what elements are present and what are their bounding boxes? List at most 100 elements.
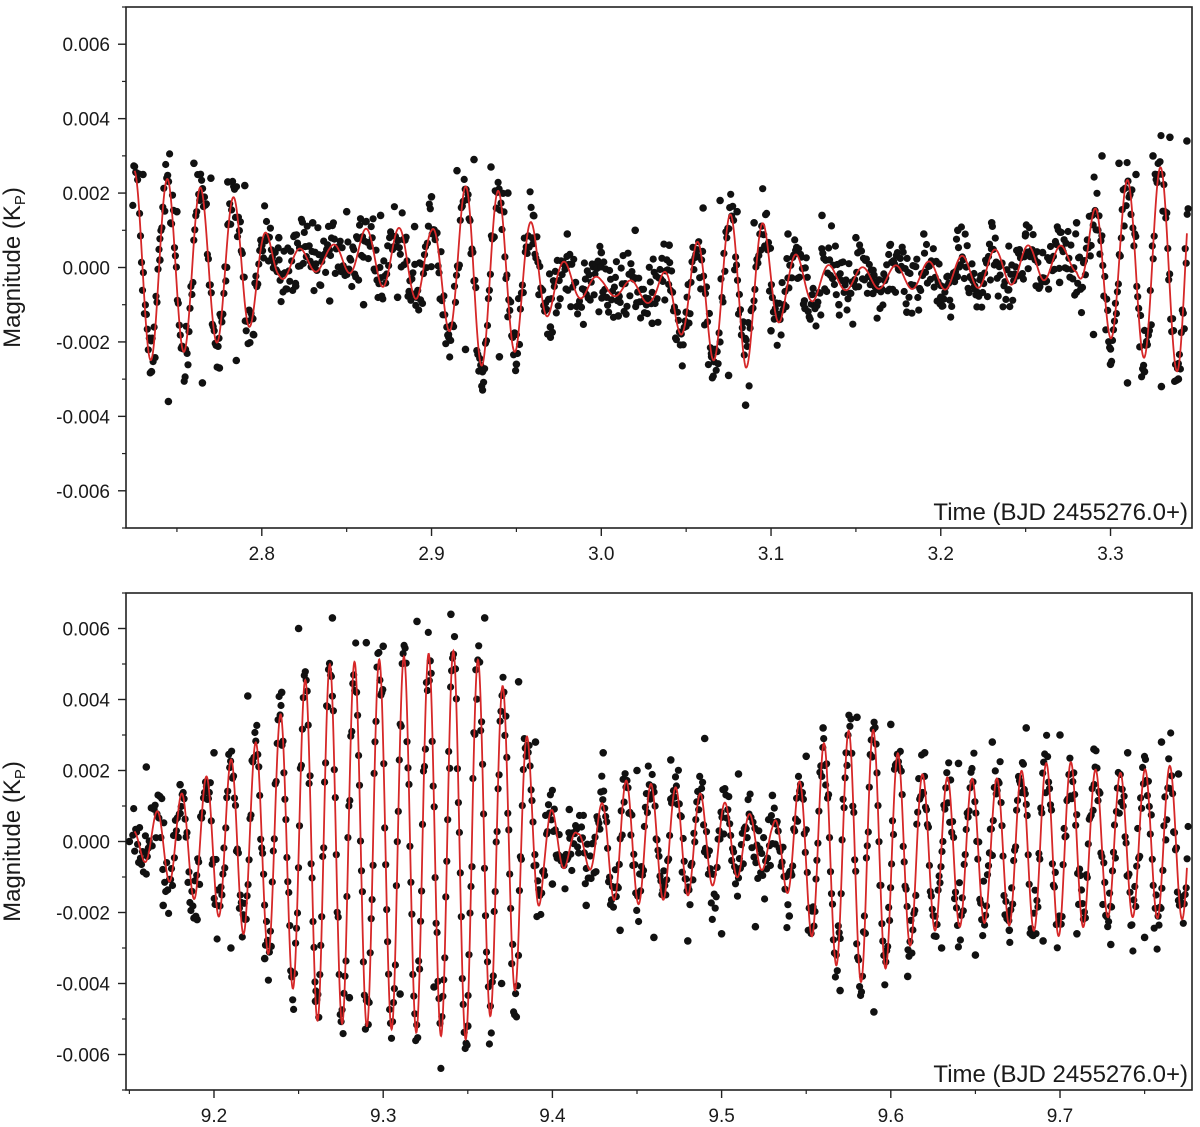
data-point bbox=[785, 912, 794, 920]
data-point bbox=[1140, 367, 1149, 376]
data-point bbox=[738, 324, 746, 332]
data-point bbox=[604, 301, 612, 309]
data-point bbox=[142, 310, 150, 319]
data-point bbox=[742, 336, 750, 344]
data-point bbox=[241, 181, 249, 190]
data-point bbox=[643, 310, 652, 318]
data-point bbox=[221, 864, 229, 872]
data-point bbox=[207, 174, 215, 182]
data-point bbox=[342, 207, 351, 216]
data-point bbox=[987, 219, 996, 227]
data-point bbox=[252, 737, 260, 745]
data-point bbox=[852, 233, 860, 242]
data-point bbox=[1090, 173, 1098, 181]
data-point bbox=[579, 811, 588, 820]
data-point bbox=[628, 811, 636, 819]
data-point bbox=[1073, 930, 1081, 938]
data-point bbox=[461, 345, 470, 354]
data-point bbox=[129, 201, 137, 209]
data-point bbox=[166, 150, 174, 158]
data-point bbox=[685, 319, 693, 327]
data-point bbox=[988, 738, 997, 746]
x-tick-label: 3.1 bbox=[758, 544, 784, 565]
data-point bbox=[376, 263, 384, 271]
data-point bbox=[953, 273, 962, 281]
data-point bbox=[783, 924, 791, 932]
data-point bbox=[627, 260, 635, 268]
data-point bbox=[649, 255, 657, 263]
data-point bbox=[527, 203, 535, 211]
data-point bbox=[970, 749, 978, 757]
data-point bbox=[744, 319, 752, 327]
data-point bbox=[426, 205, 434, 213]
data-point bbox=[198, 379, 207, 387]
data-point bbox=[164, 886, 172, 894]
data-point bbox=[766, 861, 775, 870]
data-point bbox=[1184, 822, 1192, 831]
data-point bbox=[628, 268, 636, 276]
data-point bbox=[954, 226, 962, 235]
data-point bbox=[758, 849, 766, 858]
data-point bbox=[960, 274, 968, 283]
data-point bbox=[1127, 210, 1135, 218]
data-point bbox=[131, 847, 139, 855]
data-point bbox=[937, 944, 946, 952]
data-point bbox=[865, 260, 873, 269]
data-point bbox=[682, 875, 690, 883]
data-point bbox=[249, 330, 258, 339]
data-point bbox=[808, 291, 816, 299]
data-point bbox=[956, 936, 965, 944]
data-point bbox=[356, 221, 364, 229]
data-point bbox=[839, 258, 847, 266]
data-point bbox=[648, 288, 656, 296]
data-point bbox=[1149, 152, 1157, 160]
data-point bbox=[1074, 279, 1082, 287]
data-point bbox=[257, 835, 265, 843]
data-point bbox=[978, 303, 986, 311]
data-point bbox=[375, 648, 383, 657]
data-point bbox=[1184, 205, 1192, 213]
y-tick-label: 0.000 bbox=[62, 259, 110, 280]
data-point bbox=[913, 255, 921, 263]
x-tick-label: 2.9 bbox=[418, 544, 444, 565]
data-point bbox=[626, 292, 634, 300]
data-point bbox=[532, 861, 540, 869]
data-point bbox=[1098, 152, 1106, 160]
data-point bbox=[415, 306, 423, 314]
data-point bbox=[300, 228, 308, 236]
data-point bbox=[173, 207, 181, 216]
data-point bbox=[131, 162, 139, 171]
fit-curve bbox=[133, 648, 1188, 1042]
x-axis-title: Time (BJD 2455276.0+) bbox=[933, 1061, 1188, 1088]
data-point bbox=[833, 967, 841, 975]
data-point bbox=[580, 259, 589, 267]
data-point bbox=[984, 862, 993, 870]
data-point bbox=[1004, 286, 1013, 294]
data-point bbox=[826, 256, 834, 264]
data-point bbox=[294, 624, 303, 633]
data-point bbox=[387, 1034, 396, 1042]
data-point bbox=[529, 211, 538, 220]
data-point bbox=[338, 244, 346, 252]
data-point bbox=[1153, 945, 1161, 953]
data-point bbox=[396, 990, 404, 998]
data-point bbox=[812, 322, 820, 330]
data-point bbox=[380, 257, 388, 265]
data-point bbox=[352, 639, 360, 647]
data-point bbox=[1166, 133, 1174, 142]
data-point bbox=[176, 780, 184, 789]
data-point bbox=[724, 371, 733, 380]
data-point bbox=[213, 935, 221, 943]
y-axis-title: Magnitude (KP) bbox=[0, 761, 29, 922]
y-tick-label: 0.000 bbox=[62, 833, 110, 854]
data-point bbox=[734, 770, 743, 778]
data-point bbox=[594, 257, 602, 265]
panel-top: 2.8 2.9 3.0 3.1 3.2 3.3 0.006 0.004 0.002 0.000 -0… bbox=[0, 6, 1193, 565]
data-point bbox=[1101, 272, 1109, 281]
data-point bbox=[561, 885, 569, 893]
data-point bbox=[600, 787, 608, 795]
data-point bbox=[623, 302, 631, 310]
data-point bbox=[1025, 224, 1033, 232]
data-point bbox=[908, 949, 916, 957]
data-point bbox=[763, 209, 771, 217]
